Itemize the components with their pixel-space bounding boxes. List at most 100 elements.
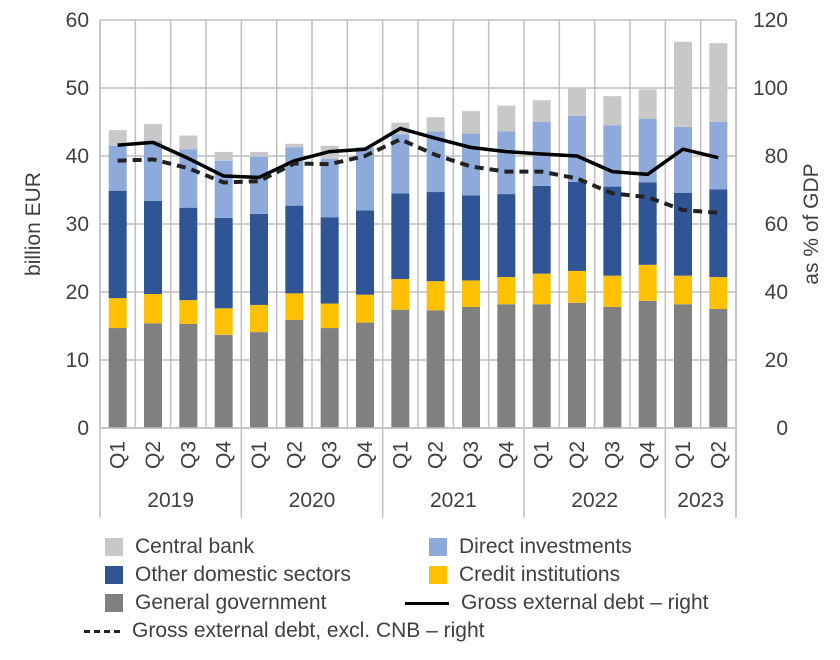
bar-segment-central-bank [674,41,692,127]
bar-segment-credit-institutions [709,277,728,309]
bar-segment-other-domestic-sectors [532,185,551,274]
legend-item-general-government: General government [105,591,326,615]
x-tick-label: Q4 [354,441,377,469]
x-tick-label: Q2 [425,441,448,469]
bar-segment-credit-institutions [532,273,551,305]
legend-swatch-credit-institutions [429,566,447,584]
bar-segment-other-domestic-sectors [179,207,198,301]
bar-segment-credit-institutions [638,264,657,301]
bar-segment-central-bank [603,96,622,126]
legend-solid-line [405,601,449,605]
legend: Central bank Direct investments Other do… [0,530,840,660]
bar-segment-other-domestic-sectors [674,192,692,276]
y-tick-label: 30 [66,213,89,236]
x-tick-label: Q4 [495,441,518,469]
x-tick-label: Q3 [601,441,624,469]
y2-tick-label: 20 [765,349,788,372]
y2-tick-label: 40 [765,281,788,304]
bar-segment-direct-investments [568,115,586,182]
legend-label: General government [135,591,327,614]
legend-label: Other domestic sectors [135,563,351,586]
y-tick-label: 20 [66,281,89,304]
y-tick-label: 50 [66,77,89,100]
x-group-label: 2021 [430,489,477,512]
bar-segment-direct-investments [179,149,198,208]
x-group-label: 2022 [571,489,618,512]
bar-segment-other-domestic-sectors [426,192,445,282]
y2-tick-label: 0 [776,417,788,440]
bar-segment-direct-investments [497,131,516,195]
x-tick-label: Q1 [248,441,271,469]
line-gross-external-debt [117,126,719,180]
bar-segment-other-domestic-sectors [320,217,339,304]
bar-segment-general-government [250,332,268,428]
legend-item-gross-external-debt: Gross external debt – right [405,591,708,615]
bar-segment-central-bank [214,151,233,161]
bar-segment-general-government [108,328,127,428]
legend-label: Credit institutions [459,563,621,586]
bar-segment-general-government [320,328,339,428]
bar-segment-other-domestic-sectors [285,205,304,294]
bar-segment-general-government [674,304,692,428]
x-tick-label: Q2 [283,441,306,469]
bar-segment-other-domestic-sectors [108,190,127,299]
legend-swatch-other-domestic-sectors [105,566,123,584]
bar-segment-general-government [144,323,162,428]
bar-segment-central-bank [108,130,127,146]
bar-segment-general-government [532,304,551,428]
bar-segment-credit-institutions [108,298,127,329]
gridlines [99,19,737,429]
bar-segment-general-government [462,306,480,428]
bar-segment-direct-investments [603,125,622,187]
bar-segment-direct-investments [214,160,233,218]
bar-segment-central-bank [638,89,657,119]
bar-segment-other-domestic-sectors [603,186,622,276]
bar-segment-central-bank [179,135,198,150]
legend-dashed-line [84,629,120,633]
bar-segment-credit-institutions [144,294,162,324]
bar-segment-central-bank [532,100,551,122]
x-tick-label: Q2 [566,441,589,469]
legend-label: Direct investments [459,535,632,558]
bar-segment-direct-investments [391,134,410,194]
y2-tick-label: 120 [753,9,788,32]
bar-segment-other-domestic-sectors [568,181,586,271]
x-group-label: 2023 [677,489,724,512]
legend-swatch-direct-investments [429,538,447,556]
bar-segment-other-domestic-sectors [638,182,657,265]
bar-segment-credit-institutions [462,280,480,307]
y-axis-right-title: as % of GDP [800,163,823,284]
bar-segment-other-domestic-sectors [214,217,233,309]
x-tick-label: Q3 [177,441,200,469]
x-tick-label: Q4 [213,441,236,469]
bar-segment-direct-investments [426,131,445,193]
y-tick-label: 40 [66,145,89,168]
x-group-label: 2019 [147,489,194,512]
x-tick-label: Q4 [637,441,660,469]
y-axis-left-ticks: 0 10 20 30 40 50 60 [66,9,89,440]
legend-item-credit-institutions: Credit institutions [429,563,620,587]
bar-segment-other-domestic-sectors [250,213,268,305]
legend-label: Central bank [135,535,255,558]
x-tick-label: Q2 [707,441,730,469]
bar-segment-central-bank [497,105,516,132]
bars [108,41,728,428]
x-tick-label: Q2 [142,441,165,469]
bar-segment-central-bank [462,111,480,134]
bar-segment-general-government [214,334,233,428]
bar-segment-other-domestic-sectors [391,193,410,280]
bar-segment-direct-investments [285,147,304,206]
bar-segment-direct-investments [144,141,162,201]
y2-tick-label: 60 [765,213,788,236]
y-tick-label: 10 [66,349,89,372]
bar-segment-other-domestic-sectors [356,210,374,295]
bar-segment-credit-institutions [214,308,233,335]
bar-segment-credit-institutions [250,304,268,333]
bar-segment-credit-institutions [603,275,622,307]
bar-segment-central-bank [144,124,162,142]
y-axis-left-title: billion EUR [22,172,45,276]
bar-segment-central-bank [568,88,586,116]
bar-segment-general-government [391,309,410,428]
legend-label: Gross external debt – right [461,591,709,614]
